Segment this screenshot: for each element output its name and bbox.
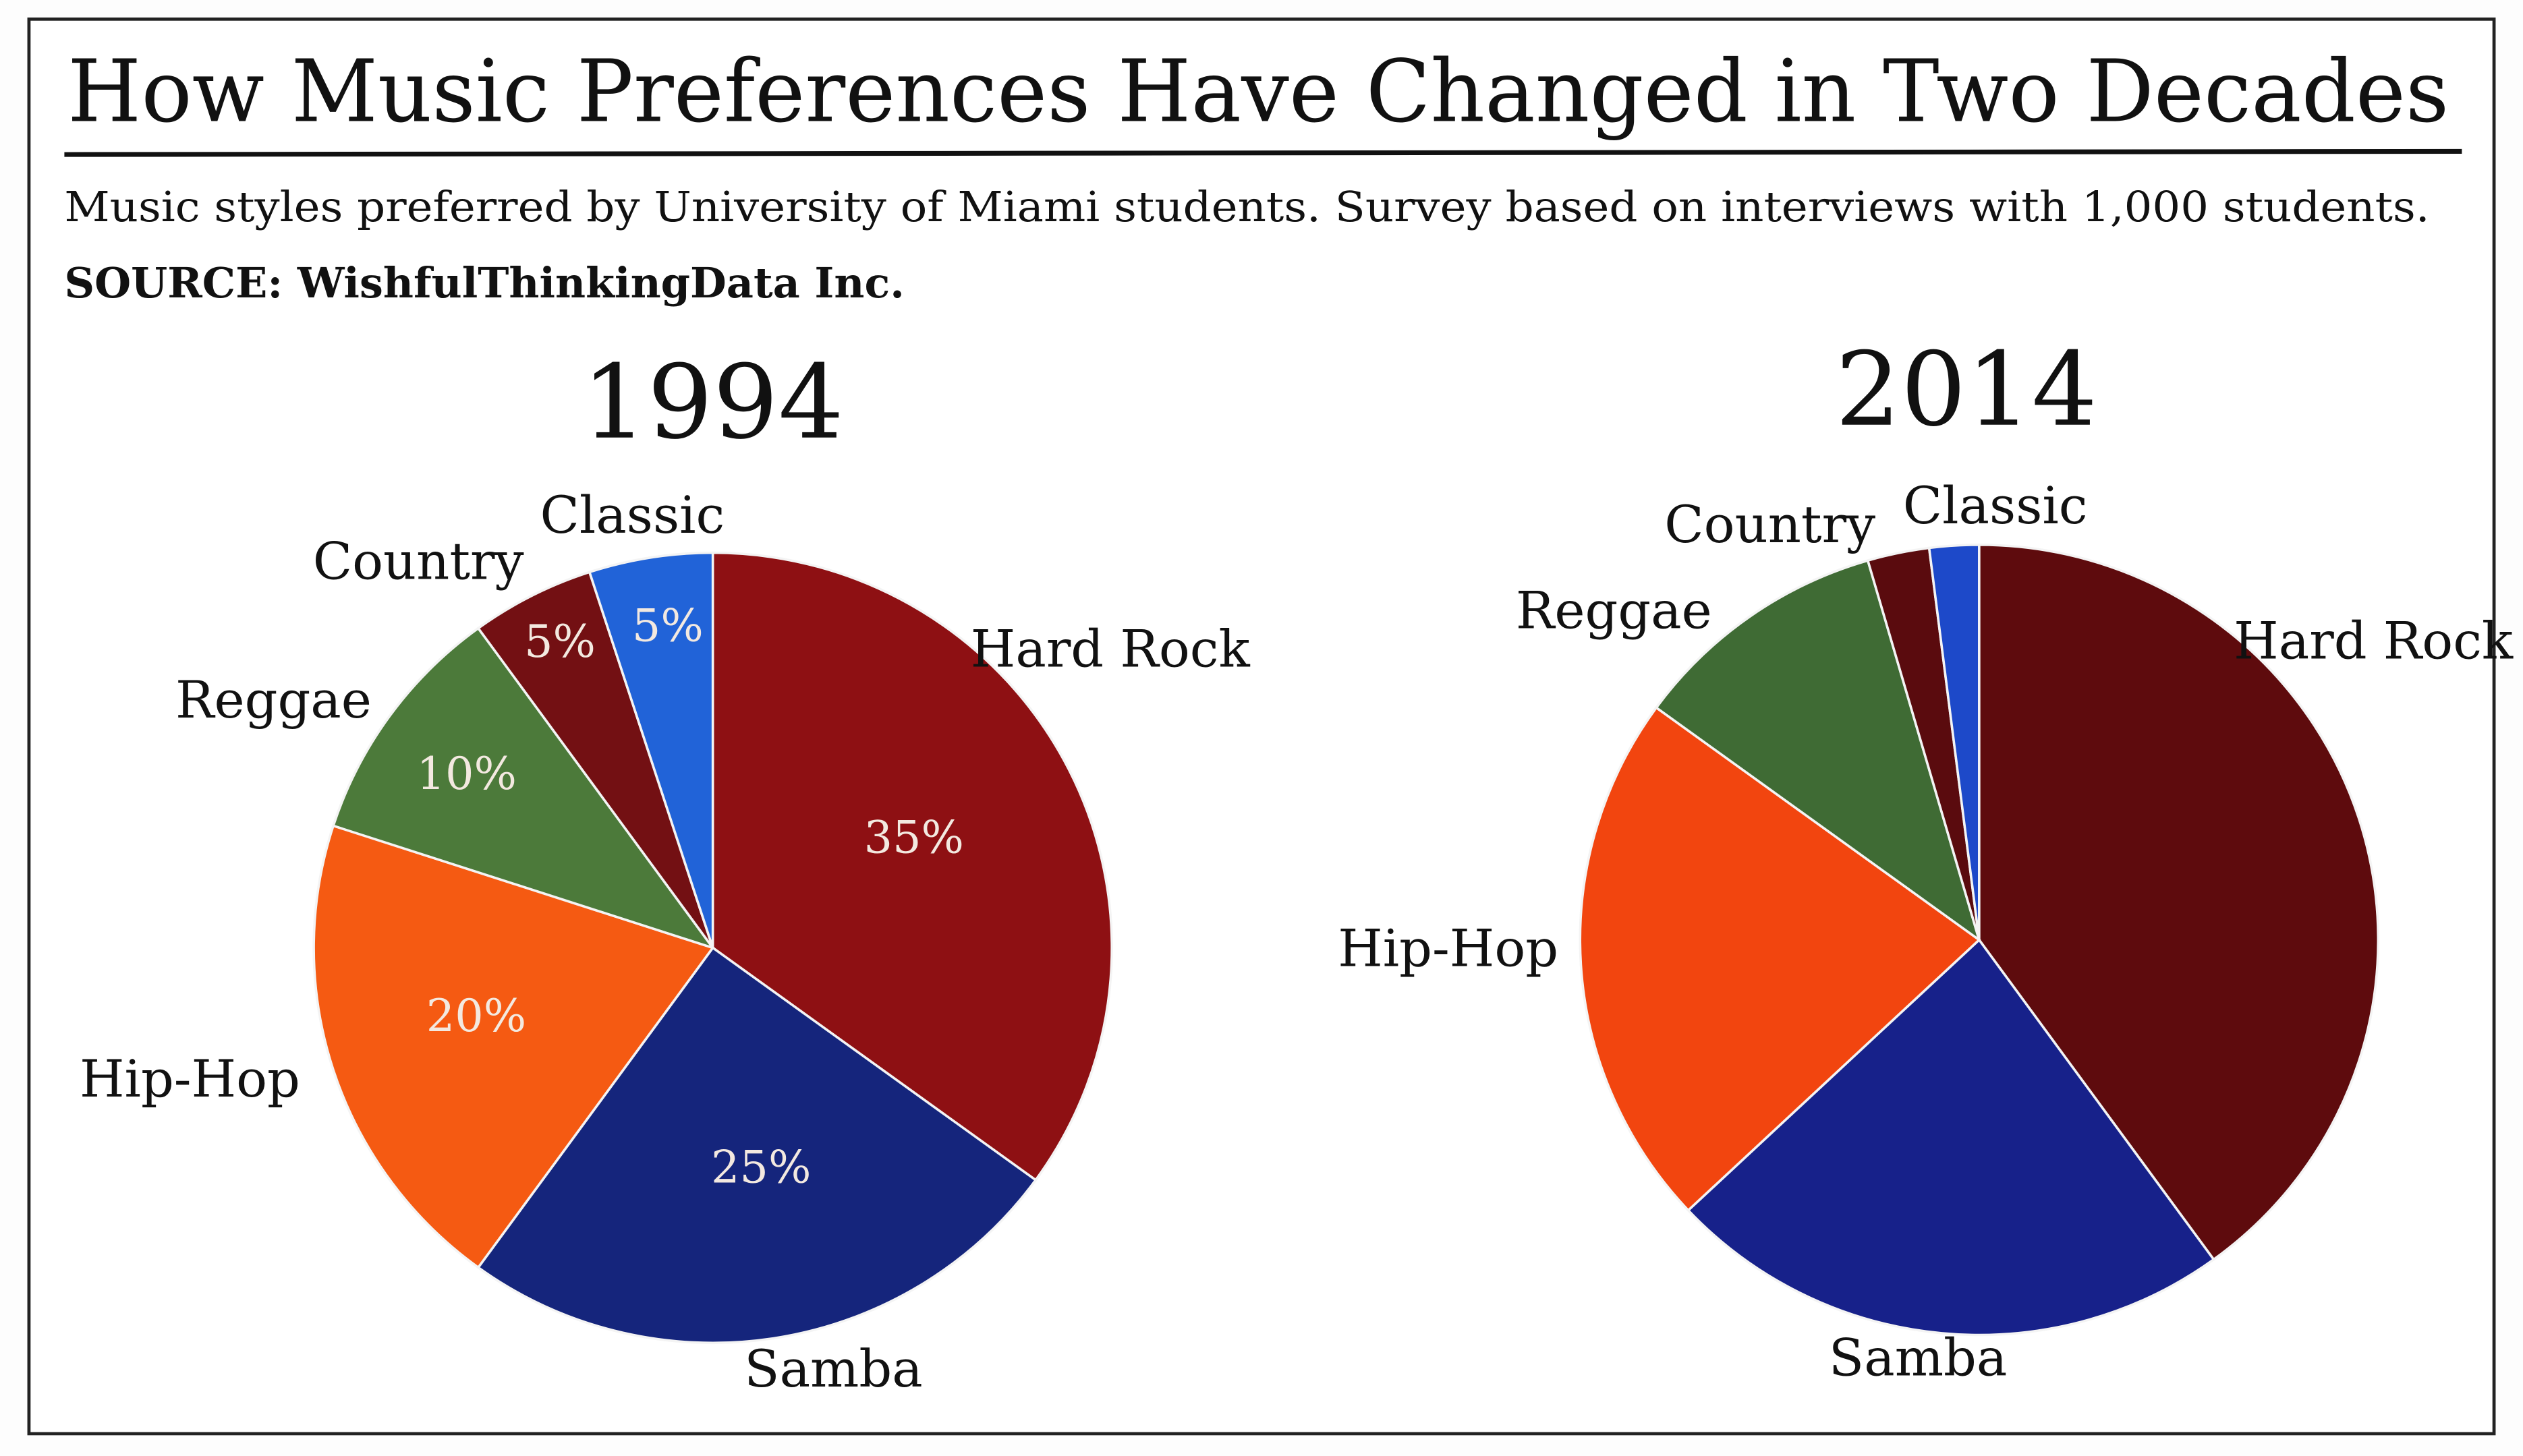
slice-label: Reggae	[175, 670, 372, 730]
value-label: 20%	[426, 989, 526, 1042]
pie-slice	[1927, 544, 1981, 940]
pie-slice	[312, 824, 715, 1269]
subtitle: Music styles preferred by University of …	[64, 183, 2429, 231]
title-rule	[64, 148, 2462, 157]
pie-title: 2014	[1835, 330, 2097, 448]
value-label: 35%	[864, 811, 964, 864]
slice-label: Hard Rock	[2234, 612, 2514, 671]
pie-slice	[1579, 705, 1981, 1213]
slice-label: Classic	[540, 486, 725, 545]
pie-title: 1994	[582, 343, 843, 461]
value-label: 5%	[632, 600, 704, 652]
slice-label: Hip-Hop	[1338, 919, 1558, 979]
slice-label: Country	[1664, 495, 1875, 554]
pie-slice	[1686, 937, 2215, 1337]
pie-slice	[1978, 544, 2380, 1262]
slice-label: Samba	[744, 1339, 922, 1399]
slice-label: Samba	[1829, 1329, 2007, 1388]
slice-label: Hip-Hop	[80, 1050, 300, 1109]
slice-label: Hard Rock	[971, 620, 1251, 679]
pie-slice	[476, 571, 714, 949]
pie-slice	[1654, 558, 1981, 943]
slice-label: Classic	[1903, 476, 2088, 535]
value-label: 25%	[711, 1141, 811, 1194]
value-label: 10%	[416, 747, 516, 800]
title: How Music Preferences Have Changed in Tw…	[67, 42, 2449, 142]
source: SOURCE: WishfulThinkingData Inc.	[64, 258, 904, 308]
pie-slice	[588, 551, 714, 949]
pie-slice	[711, 551, 1113, 1182]
pie-slice	[331, 627, 716, 950]
pie-slice	[476, 946, 1038, 1345]
value-label: 5%	[524, 615, 596, 668]
slice-label: Reggae	[1516, 581, 1712, 641]
slice-label: Country	[313, 532, 524, 591]
